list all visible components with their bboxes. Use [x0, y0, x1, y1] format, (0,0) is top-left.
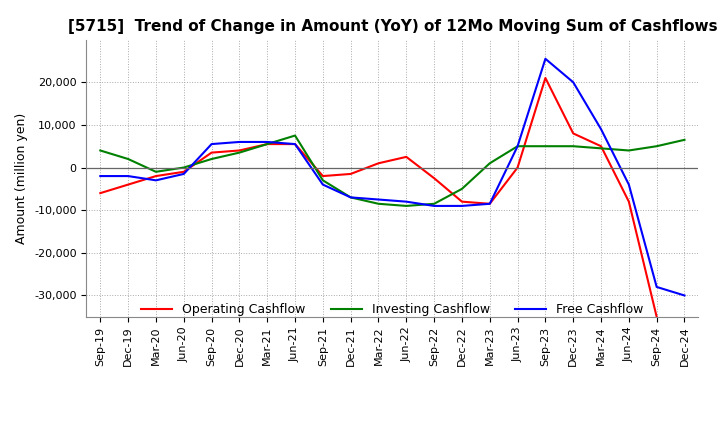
- Operating Cashflow: [207, 150, 216, 155]
- Investing Cashflow: [96, 148, 104, 153]
- Title: [5715]  Trend of Change in Amount (YoY) of 12Mo Moving Sum of Cashflows: [5715] Trend of Change in Amount (YoY) o…: [68, 19, 717, 34]
- Free Cashflow: [569, 80, 577, 85]
- Investing Cashflow: [235, 150, 243, 155]
- Free Cashflow: [291, 141, 300, 147]
- Investing Cashflow: [680, 137, 689, 143]
- Operating Cashflow: [458, 199, 467, 204]
- Investing Cashflow: [207, 156, 216, 161]
- Operating Cashflow: [624, 199, 633, 204]
- Free Cashflow: [346, 195, 355, 200]
- Line: Free Cashflow: Free Cashflow: [100, 59, 685, 296]
- Investing Cashflow: [179, 165, 188, 170]
- Operating Cashflow: [402, 154, 410, 160]
- Investing Cashflow: [291, 133, 300, 138]
- Investing Cashflow: [152, 169, 161, 174]
- Free Cashflow: [402, 199, 410, 204]
- Operating Cashflow: [152, 173, 161, 179]
- Investing Cashflow: [124, 156, 132, 161]
- Operating Cashflow: [179, 169, 188, 174]
- Investing Cashflow: [263, 141, 271, 147]
- Free Cashflow: [458, 203, 467, 209]
- Investing Cashflow: [541, 143, 550, 149]
- Investing Cashflow: [485, 161, 494, 166]
- Operating Cashflow: [374, 161, 383, 166]
- Investing Cashflow: [458, 186, 467, 191]
- Y-axis label: Amount (million yen): Amount (million yen): [16, 113, 29, 244]
- Investing Cashflow: [318, 178, 327, 183]
- Operating Cashflow: [430, 176, 438, 181]
- Investing Cashflow: [374, 201, 383, 206]
- Free Cashflow: [680, 293, 689, 298]
- Line: Operating Cashflow: Operating Cashflow: [100, 78, 657, 317]
- Free Cashflow: [430, 203, 438, 209]
- Operating Cashflow: [541, 75, 550, 81]
- Free Cashflow: [541, 56, 550, 62]
- Investing Cashflow: [513, 143, 522, 149]
- Free Cashflow: [179, 171, 188, 176]
- Operating Cashflow: [96, 191, 104, 196]
- Free Cashflow: [207, 141, 216, 147]
- Free Cashflow: [96, 173, 104, 179]
- Operating Cashflow: [513, 165, 522, 170]
- Free Cashflow: [624, 182, 633, 187]
- Operating Cashflow: [124, 182, 132, 187]
- Legend: Operating Cashflow, Investing Cashflow, Free Cashflow: Operating Cashflow, Investing Cashflow, …: [141, 303, 644, 316]
- Operating Cashflow: [263, 141, 271, 147]
- Operating Cashflow: [485, 201, 494, 206]
- Operating Cashflow: [569, 131, 577, 136]
- Free Cashflow: [652, 284, 661, 290]
- Investing Cashflow: [624, 148, 633, 153]
- Free Cashflow: [485, 201, 494, 206]
- Investing Cashflow: [569, 143, 577, 149]
- Operating Cashflow: [291, 141, 300, 147]
- Investing Cashflow: [652, 143, 661, 149]
- Line: Investing Cashflow: Investing Cashflow: [100, 136, 685, 206]
- Operating Cashflow: [652, 314, 661, 319]
- Free Cashflow: [597, 127, 606, 132]
- Free Cashflow: [235, 139, 243, 145]
- Investing Cashflow: [430, 201, 438, 206]
- Operating Cashflow: [318, 173, 327, 179]
- Operating Cashflow: [597, 143, 606, 149]
- Free Cashflow: [152, 178, 161, 183]
- Free Cashflow: [124, 173, 132, 179]
- Operating Cashflow: [235, 148, 243, 153]
- Free Cashflow: [318, 182, 327, 187]
- Free Cashflow: [513, 143, 522, 149]
- Operating Cashflow: [346, 171, 355, 176]
- Free Cashflow: [374, 197, 383, 202]
- Free Cashflow: [263, 139, 271, 145]
- Investing Cashflow: [346, 195, 355, 200]
- Investing Cashflow: [597, 146, 606, 151]
- Investing Cashflow: [402, 203, 410, 209]
